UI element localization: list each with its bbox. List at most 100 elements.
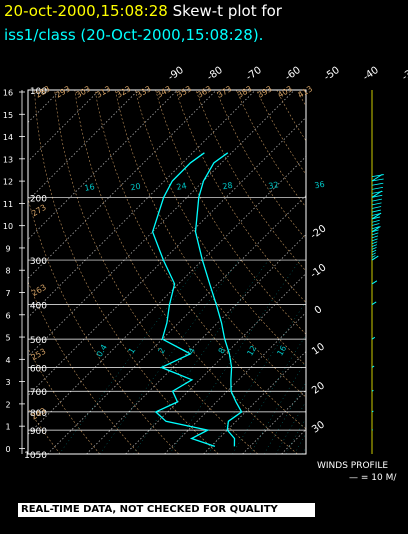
dry-adiabat-line <box>317 90 408 454</box>
wind-barb <box>371 182 384 186</box>
dry-adiabat-line <box>28 280 140 454</box>
wind-barb <box>371 178 384 182</box>
winds-scale-label: — = 10 M/ <box>349 473 397 483</box>
plot-frame <box>27 89 307 455</box>
mixing-ratio-label: 36 <box>314 180 326 191</box>
top-temp-label: -50 <box>322 65 342 83</box>
timestamp: 20-oct-2000,15:08:28 <box>4 2 168 20</box>
wind-barb <box>371 255 376 258</box>
height-tick-label: 0 <box>5 445 10 454</box>
mixing-ratio-line <box>232 334 306 454</box>
axis-labels: 1002003004005006007008009001050012345678… <box>3 65 408 461</box>
height-tick-label: 2 <box>5 400 10 409</box>
mixing-ratio-label: 1 <box>127 346 137 355</box>
isotherm-line <box>28 117 306 396</box>
mixing-ratio-line <box>169 259 301 454</box>
wind-barb <box>371 194 383 198</box>
isotherm-lines <box>0 90 306 454</box>
right-temp-label: 20 <box>310 380 327 396</box>
mixing-ratio-line <box>58 259 204 454</box>
isotherm-line <box>28 90 256 318</box>
quality-warning-banner: REAL-TIME DATA, NOT CHECKED FOR QUALITY <box>18 503 315 517</box>
wind-barb <box>371 223 380 226</box>
height-tick-label: 15 <box>3 111 13 120</box>
dry-adiabat-line <box>155 90 306 335</box>
dry-adiabat-line <box>195 90 306 272</box>
top-temp-label: -70 <box>244 65 264 83</box>
wind-barb <box>371 410 374 413</box>
mixing-ratio-label: 32 <box>268 180 280 191</box>
right-temp-label: 30 <box>310 419 327 435</box>
dry-adiabat-label: 353 <box>175 84 193 99</box>
dry-adiabat-label: 413 <box>296 84 314 99</box>
wind-profile <box>371 90 385 454</box>
mixing-ratio-label: 16 <box>84 182 96 193</box>
isotherm-line <box>0 90 21 454</box>
dry-adiabat-label: 373 <box>216 84 234 99</box>
top-temp-label: -40 <box>361 65 381 83</box>
top-temp-label: -60 <box>283 65 303 83</box>
temperature-profile-line <box>194 152 243 447</box>
pressure-tick-label: 500 <box>30 336 47 346</box>
mixing-ratio-label: 8 <box>217 346 227 355</box>
title-line-1: 20-oct-2000,15:08:28 Skew-t plot for <box>4 2 282 20</box>
isobar-lines <box>28 89 306 431</box>
dry-adiabat-line <box>357 90 408 454</box>
wind-barb <box>371 247 377 250</box>
dry-adiabat-line <box>114 90 306 398</box>
height-tick-label: 11 <box>3 200 13 209</box>
mixing-ratio-line <box>133 259 269 454</box>
dry-adiabat-label: 253 <box>30 347 48 362</box>
height-tick-label: 16 <box>3 89 13 98</box>
dry-adiabat-line <box>378 90 408 454</box>
wind-barb <box>371 226 380 230</box>
isotherm-line <box>28 90 217 279</box>
height-tick-label: 1 <box>5 423 10 432</box>
dry-adiabat-lines <box>28 90 408 454</box>
dry-adiabat-label: 273 <box>30 203 48 218</box>
plot-border <box>27 89 307 455</box>
mixing-ratio-line <box>249 360 306 454</box>
wind-barb <box>371 219 380 223</box>
right-temp-label: 10 <box>310 341 327 357</box>
pressure-tick-label: 600 <box>30 364 47 374</box>
dry-adiabat-label: 313 <box>95 84 113 99</box>
pressure-tick-label: 200 <box>30 194 47 204</box>
height-tick-label: 14 <box>3 133 13 142</box>
wind-barb <box>371 202 382 206</box>
wind-barb <box>371 229 379 233</box>
wind-barb <box>371 232 379 236</box>
mixing-ratio-label: 24 <box>176 181 188 192</box>
pressure-tick-label: 400 <box>30 302 47 312</box>
wind-barb <box>371 190 383 194</box>
height-tick-label: 12 <box>3 178 13 187</box>
top-temp-label: -80 <box>205 65 225 83</box>
height-tick-label: 8 <box>5 267 10 276</box>
top-temp-label: -30 <box>400 65 408 83</box>
dry-adiabat-line <box>34 90 219 454</box>
height-tick-label: 5 <box>5 334 10 343</box>
sounding-profiles <box>151 152 243 448</box>
dry-adiabat-line <box>94 90 306 430</box>
wind-barb <box>371 235 379 239</box>
pressure-tick-label: 300 <box>30 257 47 267</box>
wind-barb <box>371 280 378 285</box>
mixing-ratio-label: 2 <box>157 346 167 355</box>
height-tick-label: 3 <box>5 378 10 387</box>
dry-adiabat-line <box>28 347 100 454</box>
wind-barb <box>371 226 381 233</box>
mixing-ratio-label: 4 <box>187 346 197 355</box>
dry-adiabat-line <box>28 196 180 454</box>
pressure-tick-label: 100 <box>30 87 47 97</box>
height-tick-label: 4 <box>5 356 10 365</box>
dry-adiabat-label: 333 <box>135 84 153 99</box>
right-temp-label: -10 <box>309 262 329 280</box>
wind-barb <box>371 301 377 306</box>
dry-adiabat-line <box>175 90 306 304</box>
dry-adiabat-line <box>398 90 408 454</box>
wind-barb <box>371 336 376 340</box>
dry-adiabat-label: 293 <box>54 84 72 99</box>
dry-adiabat-label: 323 <box>115 84 133 99</box>
dry-adiabat-label: 393 <box>256 84 274 99</box>
pressure-tick-label: 900 <box>30 427 47 437</box>
